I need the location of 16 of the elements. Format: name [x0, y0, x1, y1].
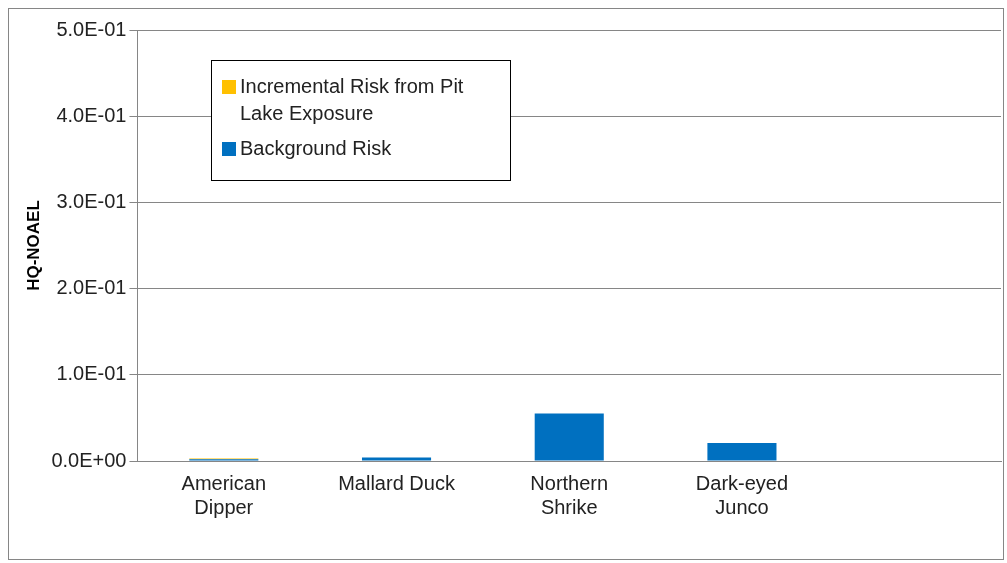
x-tick-label: Northern Shrike: [530, 471, 609, 518]
y-tick-label: 1.0E-01: [56, 362, 127, 385]
x-tick-label: Dark-eyed Junco: [695, 471, 789, 518]
x-tick-label: Mallard Duck: [338, 471, 456, 494]
legend-label: Background Risk: [240, 136, 392, 161]
y-tick-label: 4.0E-01: [56, 103, 127, 126]
x-tick-label: American Dipper: [181, 471, 267, 518]
y-tick-label: 3.0E-01: [56, 189, 127, 212]
bar: [534, 413, 604, 461]
bar: [707, 442, 777, 461]
legend-label: Incremental Risk from Pit Lake Exposure: [240, 74, 465, 126]
bar: [361, 457, 432, 461]
y-tick-label: 0.0E+00: [51, 448, 127, 471]
y-tick-label: 5.0E-01: [56, 17, 127, 40]
y-axis-title: HQ-NOAEL: [23, 200, 43, 291]
y-tick-label: 2.0E-01: [56, 276, 127, 299]
